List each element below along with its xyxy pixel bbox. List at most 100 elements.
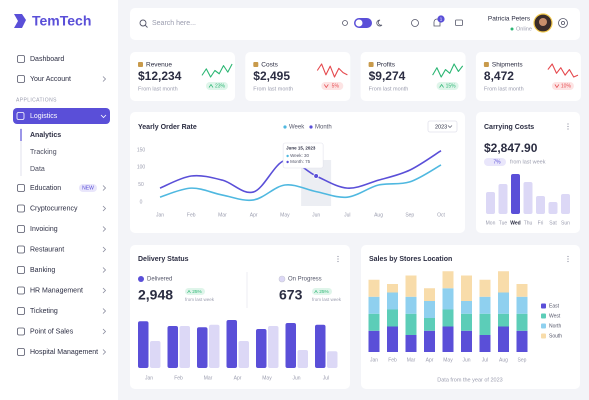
mail-icon[interactable]: [455, 19, 463, 26]
menu-icon: [17, 245, 25, 254]
year-select[interactable]: [427, 120, 458, 133]
x-tick-label: Mar: [204, 375, 213, 381]
menu-icon: [17, 184, 25, 192]
change-arrow: [324, 84, 329, 89]
bar-segment: [424, 288, 435, 301]
change-value: 7%: [493, 159, 501, 165]
legend-label[interactable]: Month: [315, 125, 332, 131]
notification-count: 1: [440, 16, 443, 21]
submenu-item[interactable]: Analytics: [30, 132, 61, 139]
logo-icon: [14, 14, 26, 28]
bar-segment: [498, 313, 509, 327]
x-tick-label: Jun: [292, 375, 300, 381]
bar-segment: [479, 296, 491, 314]
menu-item[interactable]: Banking: [30, 267, 55, 274]
kpi-value: 2,948: [138, 287, 173, 303]
more-dot: [337, 260, 339, 263]
chevron: [447, 125, 453, 128]
x-tick-label: Oct: [437, 212, 445, 218]
chevron: [102, 185, 107, 191]
menu-item[interactable]: Your Account: [30, 76, 71, 83]
change-arrow: [314, 289, 318, 294]
bar-segment: [516, 284, 528, 297]
bar: [138, 321, 149, 368]
menu-section: APPLICATIONS: [16, 97, 57, 103]
bar-segment: [387, 326, 398, 352]
legend-label[interactable]: Week: [289, 125, 305, 131]
menu-icon: [17, 204, 25, 213]
menu-item[interactable]: Ticketing: [30, 308, 58, 315]
legend-label[interactable]: North: [549, 323, 561, 329]
sun-icon: [342, 20, 348, 26]
legend-label[interactable]: South: [549, 333, 562, 339]
x-tick-label: Jul: [482, 357, 488, 363]
chevron: [102, 287, 107, 294]
moon-icon: [376, 19, 383, 27]
legend-label[interactable]: West: [549, 313, 561, 319]
x-tick-label: May: [280, 212, 290, 218]
more-dot[interactable]: [567, 123, 569, 125]
badge-text: NEW: [82, 185, 94, 191]
sparkline: [432, 63, 464, 78]
settings-icon: [561, 20, 566, 25]
sidebar: [0, 0, 118, 400]
x-tick-label: Mon: [486, 220, 496, 226]
brand: TemTech: [32, 13, 91, 29]
stat-icon: [483, 62, 489, 67]
bar-segment: [405, 296, 417, 314]
menu-item[interactable]: Restaurant: [30, 246, 64, 253]
legend-label[interactable]: East: [549, 303, 560, 309]
menu-item[interactable]: Cryptocurrency: [30, 205, 78, 212]
menu-item[interactable]: Hospital Management: [30, 349, 98, 356]
x-tick-label: Sep: [518, 357, 527, 363]
bar-segment: [461, 313, 472, 331]
tooltip-dot: [286, 160, 289, 164]
stat-label: Shipments: [492, 62, 523, 69]
stat-label: Revenue: [146, 62, 172, 69]
kpi-dot: [278, 275, 286, 283]
menu-icon: [17, 266, 25, 274]
kpi-note: from last week: [185, 297, 215, 302]
search-input[interactable]: Search here...: [152, 20, 196, 27]
submenu-item[interactable]: Tracking: [30, 149, 57, 156]
tooltip-line: Month: 75: [290, 159, 311, 164]
bar-segment: [498, 292, 509, 314]
bar-segment: [516, 296, 528, 314]
x-tick-label: Feb: [174, 375, 183, 381]
more-dot[interactable]: [567, 255, 569, 258]
settings-icon[interactable]: [558, 18, 568, 28]
submenu-item[interactable]: Data: [30, 166, 45, 173]
stat-value: $12,234: [138, 69, 182, 83]
bar: [238, 341, 249, 368]
change-arrow: [554, 84, 560, 89]
menu-item[interactable]: Dashboard: [30, 56, 64, 63]
change-value: 25%: [192, 289, 202, 295]
menu-item-active[interactable]: Logistics: [30, 113, 58, 120]
bar: [285, 323, 296, 368]
stat-label: Costs: [261, 62, 278, 69]
card: [130, 112, 465, 233]
menu-item[interactable]: Point of Sales: [30, 328, 74, 335]
bar-segment: [368, 330, 380, 352]
x-tick-label: Tue: [499, 220, 508, 226]
bar: [548, 202, 558, 214]
gauge-icon[interactable]: [411, 19, 419, 27]
menu-item[interactable]: HR Management: [30, 287, 83, 294]
chevron: [102, 328, 107, 335]
bar-segment: [368, 313, 380, 331]
bar-segment: [368, 279, 380, 297]
kpi-note: from last week: [312, 297, 342, 302]
bar-segment: [424, 330, 435, 352]
change-badge: [484, 158, 506, 166]
menu-item[interactable]: Invoicing: [30, 226, 58, 233]
search-icon: [139, 19, 147, 27]
menu-item[interactable]: Education: [30, 185, 61, 192]
change-badge: [436, 82, 459, 90]
x-tick-label: Aug: [374, 212, 383, 218]
menu-active[interactable]: [13, 108, 110, 124]
chevron: [102, 267, 107, 273]
user-status: Online: [516, 26, 532, 32]
x-tick-label: Fri: [538, 220, 544, 226]
more-dot[interactable]: [337, 255, 339, 258]
